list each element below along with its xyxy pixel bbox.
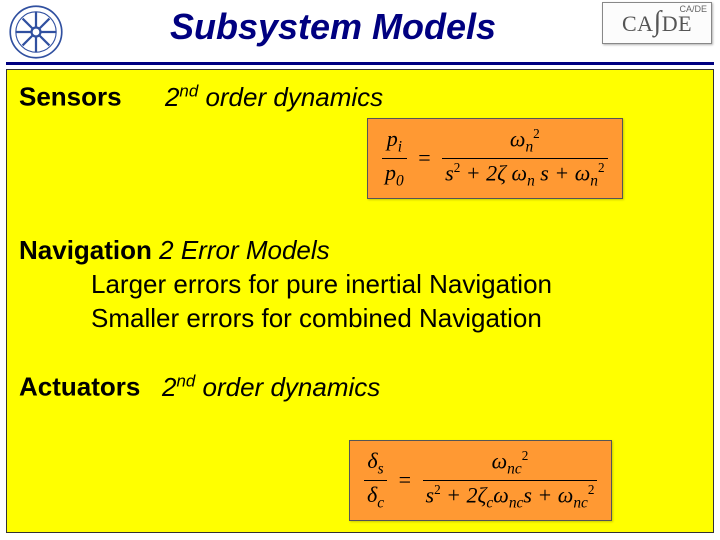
eq1-equals: = [418,145,430,170]
eq1-den-omega-sub: n [527,173,535,190]
eq2-den-s2: s + [523,482,557,507]
eq2-num-sup: 2 [522,448,529,463]
content-panel: Sensors 2nd order dynamics pi p0 = ωn2 s… [6,69,714,533]
sensors-desc-prefix: 2 [165,82,179,112]
eq1-num-omega: ω [510,126,526,151]
eq2-rhs: ωnc2 s2 + 2ζcωncs + ωnc2 [423,449,598,512]
actuators-row: Actuators 2nd order dynamics [19,370,701,404]
eq1-den-s: s [445,160,454,185]
eq2-den-omega: ω [493,482,509,507]
actuators-desc-sup: nd [177,371,196,390]
eq2-lhs: δs δc [364,449,387,511]
cade-logo: CA/DE CA∫DE [602,2,712,44]
eq2-den-left: δ [367,482,377,507]
eq2-den-omega2-sup: 2 [588,482,595,497]
cade-ca: CA [622,11,654,36]
eq1-den-left-sub: 0 [396,172,404,189]
actuators-label: Actuators [19,372,140,402]
title-underline [6,62,714,65]
eq1-den-left: p [385,160,396,185]
eq2-den-omega2-sub: nc [573,495,588,512]
cade-de: DE [662,11,692,36]
eq1-num-sup: 2 [533,126,540,141]
integral-icon: ∫ [654,6,662,38]
equation-sensors: pi p0 = ωn2 s2 + 2ζ ωn s + ωn2 [367,118,623,199]
eq1-den-zeta: ζ [497,160,506,185]
eq2-den-s: s [426,482,435,507]
institute-logo-icon [8,4,64,60]
equation-actuators: δs δc = ωnc2 s2 + 2ζcωncs + ωnc2 [349,440,612,521]
header: Subsystem Models CA/DE CA∫DE [0,0,720,62]
eq1-den-omega2: ω [575,160,591,185]
eq2-den-plus1: + 2 [441,482,478,507]
eq1-den-plus1: + 2 [460,160,497,185]
eq1-rhs: ωn2 s2 + 2ζ ωn s + ωn2 [442,127,607,190]
eq2-num-omega: ω [492,448,508,473]
eq1-num-sub: n [525,139,533,156]
navigation-line2: Larger errors for pure inertial Navigati… [19,268,701,302]
cade-corner-text: CA/DE [679,4,707,14]
navigation-row: Navigation 2 Error Models [19,234,701,268]
eq1-den-omega2-sub: n [590,173,598,190]
eq1-lhs: pi p0 [382,127,407,189]
eq2-num-left: δ [367,448,377,473]
sensors-desc-rest: order dynamics [198,82,383,112]
sensors-desc-sup: nd [179,81,198,100]
actuators-desc-rest: order dynamics [195,372,380,402]
eq2-den-left-sub: c [377,494,384,511]
eq2-equals: = [399,467,411,492]
navigation-label: Navigation [19,235,152,265]
eq1-num-left: p [387,126,398,151]
eq1-den-omega: ω [506,160,527,185]
eq1-den-omega2-sup: 2 [598,160,605,175]
actuators-desc: 2nd order dynamics [162,372,380,402]
actuators-desc-prefix: 2 [162,372,176,402]
eq2-den-omega-sub: nc [509,495,524,512]
sensors-row: Sensors 2nd order dynamics [19,80,701,114]
eq1-num-left-sub: i [398,139,402,156]
sensors-label: Sensors [19,82,122,112]
eq2-den-s-sup: 2 [434,482,441,497]
eq2-den-omega2: ω [558,482,574,507]
eq2-num-left-sub: s [378,461,384,478]
navigation-desc: 2 Error Models [159,235,330,265]
eq1-den-s2: s + [535,160,575,185]
page-title: Subsystem Models [64,2,602,48]
navigation-line3: Smaller errors for combined Navigation [19,302,701,336]
sensors-desc: 2nd order dynamics [165,82,383,112]
eq2-num-sub: nc [507,461,522,478]
